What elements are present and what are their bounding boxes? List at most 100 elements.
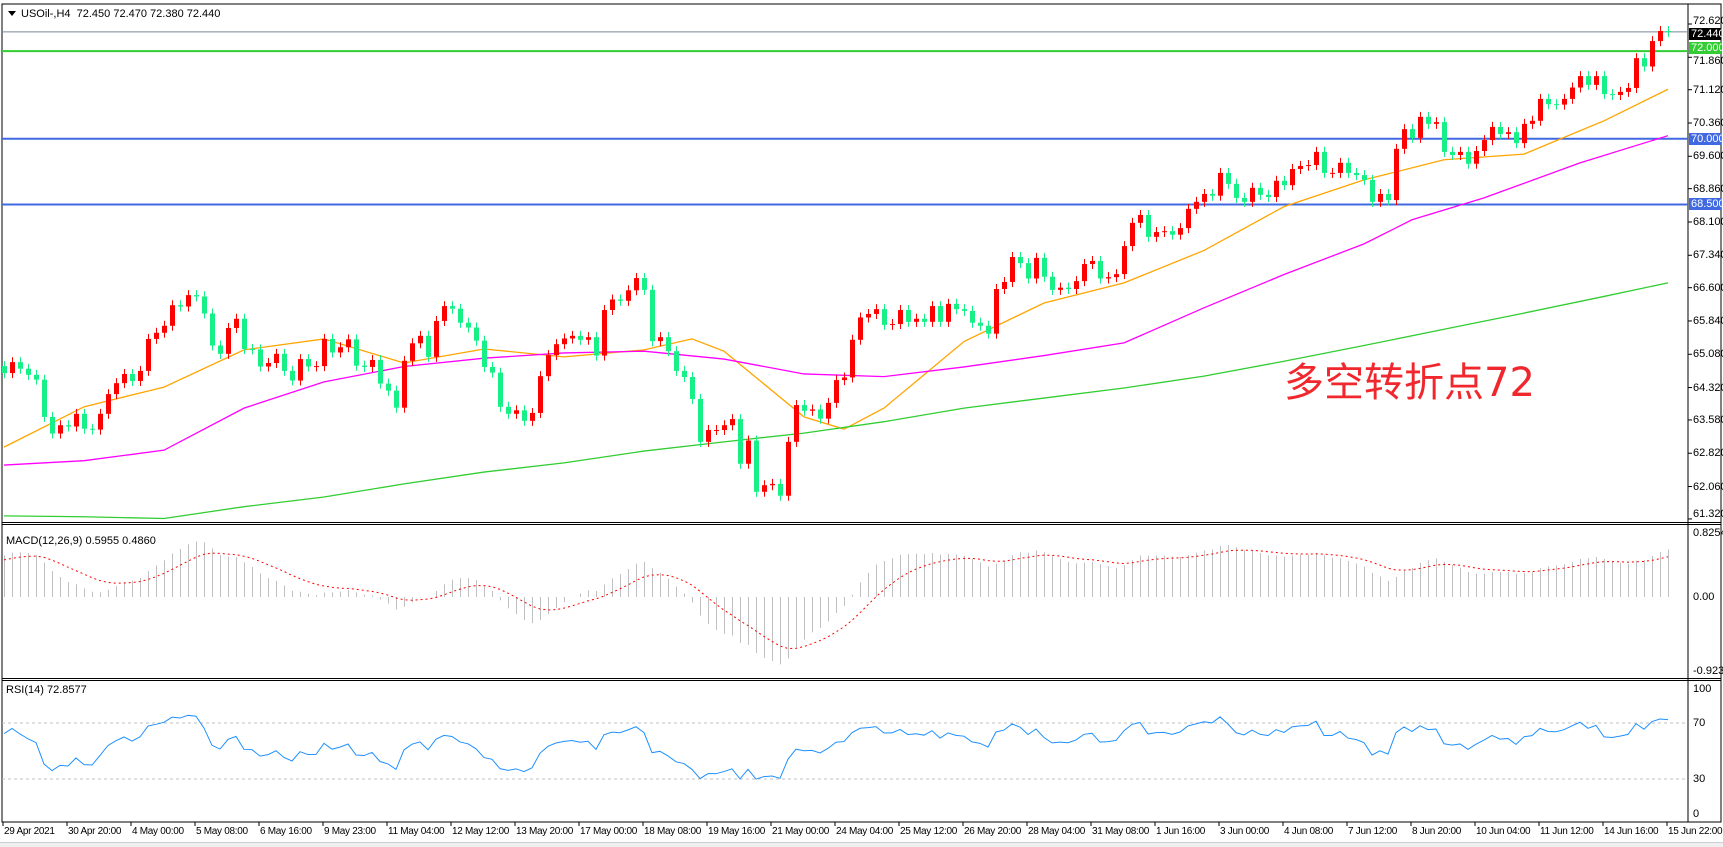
candle-body [1626,87,1631,92]
candle-body [922,318,927,322]
candle-body [882,309,887,325]
candle-body [554,344,559,356]
candle-body [666,337,671,352]
candle-body [2,366,7,374]
candle-body [1226,172,1231,184]
candle-body [1346,162,1351,173]
candle-body [1378,193,1383,202]
candle-body [322,338,327,367]
candle-body [642,278,647,290]
candle-body [1018,257,1023,264]
candle-body [538,376,543,413]
candle-body [850,339,855,378]
candle-body [1218,172,1223,196]
time-axis-label: 24 May 04:00 [836,826,893,837]
candle-body [250,348,255,350]
candle-body [1082,264,1087,282]
candle-body [266,363,271,367]
candle-body [1338,162,1343,173]
candle-body [402,360,407,408]
macd-axis-max: 0.8254 [1693,527,1723,539]
candle-body [810,409,815,411]
candle-body [754,440,759,492]
candle-body [1034,257,1039,279]
time-axis-label: 14 Jun 16:00 [1604,826,1659,837]
candle-body [138,370,143,381]
candle-body [178,305,183,307]
candle-body [498,372,503,407]
candle-body [1410,129,1415,138]
candle-body [706,430,711,442]
price-axis-label: 63.580 [1693,413,1723,426]
candle-body [714,430,719,432]
candle-body [1274,180,1279,198]
candle-body [482,340,487,367]
bottom-tab-bar [0,842,1723,847]
candle-body [1234,183,1239,198]
candle-body [386,383,391,391]
candle-body [106,394,111,414]
candle-body [1162,231,1167,233]
candle-body [658,337,663,342]
candle-body [1650,41,1655,67]
candle-body [1418,116,1423,138]
time-axis-label: 12 May 12:00 [452,826,509,837]
level-price-label: 68.500 [1689,198,1723,211]
candle-body [1554,104,1559,106]
candle-body [90,428,95,430]
candle-body [346,339,351,348]
candle-body [778,483,783,496]
price-axis-label: 62.060 [1693,480,1723,493]
time-axis-label: 31 May 08:00 [1092,826,1149,837]
candle-body [994,288,999,334]
candle-body [330,338,335,353]
time-axis-label: 6 May 16:00 [260,826,312,837]
candle-body [674,351,679,371]
price-axis-label: 67.340 [1693,249,1723,262]
candle-body [1154,232,1159,237]
time-axis-label: 28 May 04:00 [1028,826,1085,837]
candle-body [634,278,639,291]
candle-body [1450,151,1455,155]
annotation-text: 多空转折点72 [1284,360,1535,406]
candle-body [826,402,831,419]
candle-body [1114,274,1119,278]
price-axis-label: 64.320 [1693,381,1723,394]
candle-body [802,405,807,411]
candle-body [1370,179,1375,202]
candle-body [210,313,215,346]
candle-body [426,335,431,357]
candle-body [530,412,535,421]
candle-body [162,325,167,333]
candle-body [1146,214,1151,237]
candle-body [1442,122,1447,152]
candle-body [10,362,15,374]
candle-body [1642,58,1647,67]
candle-body [690,377,695,399]
candle-body [1354,172,1359,176]
candle-body [474,327,479,341]
time-axis-label: 5 May 08:00 [196,826,248,837]
candle-body [546,355,551,377]
candle-body [1498,126,1503,134]
candle-body [1122,246,1127,275]
candle-body [1290,168,1295,186]
candle-body [938,306,943,322]
candle-body [274,353,279,364]
candle-body [1386,193,1391,201]
candle-body [602,310,607,356]
candle-body [1002,281,1007,289]
time-axis-label: 15 Jun 22:00 [1668,826,1723,837]
candle-body [298,359,303,381]
dropdown-triangle-icon[interactable] [8,11,16,16]
rsi-line [3,714,1669,780]
candle-body [1586,76,1591,85]
time-axis-label: 17 May 00:00 [580,826,637,837]
candle-body [954,303,959,310]
time-axis-label: 30 Apr 20:00 [68,826,122,837]
candle-body [1138,214,1143,223]
candle-body [1578,76,1583,88]
candle-body [18,362,23,369]
candle-body [1050,276,1055,290]
